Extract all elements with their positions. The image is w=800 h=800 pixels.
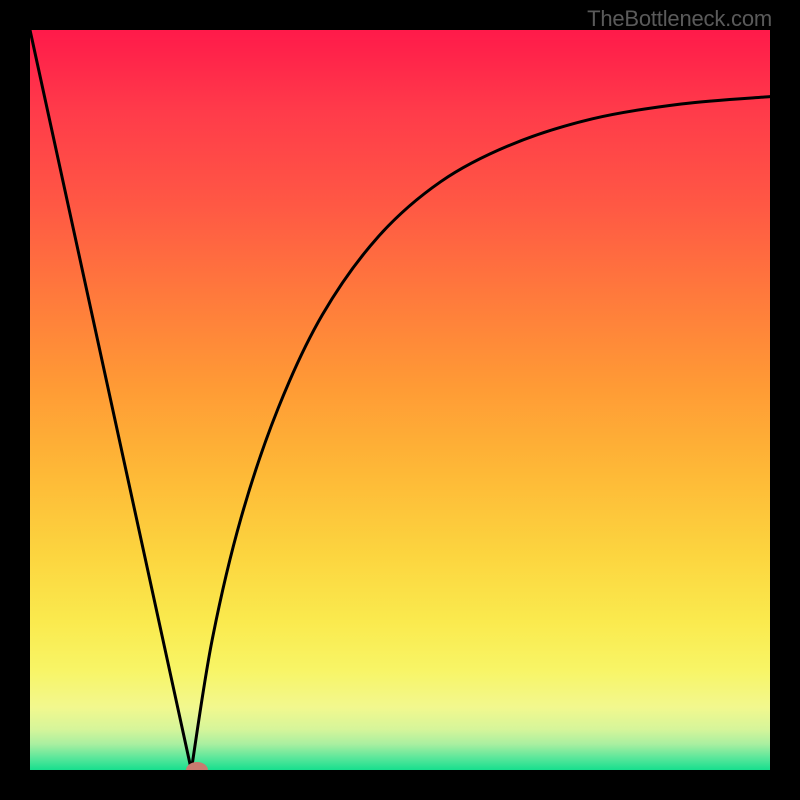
watermark-text: TheBottleneck.com xyxy=(587,6,772,32)
chart-frame xyxy=(0,0,800,800)
chart-wrapper: TheBottleneck.com xyxy=(0,0,800,800)
